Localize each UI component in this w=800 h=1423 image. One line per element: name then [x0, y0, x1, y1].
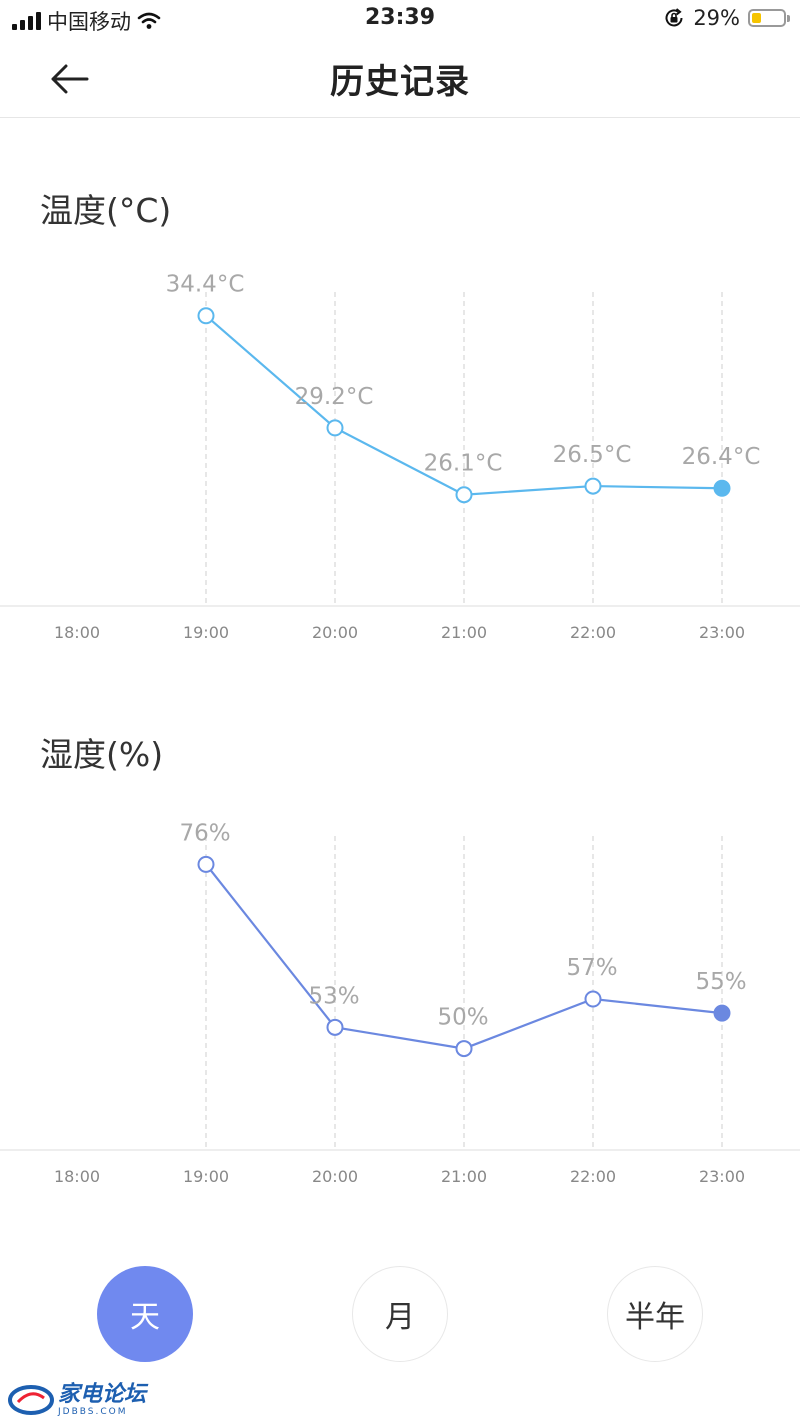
x-tick-label: 19:00 [183, 623, 229, 642]
period-day-button[interactable]: 天 [97, 1266, 193, 1362]
data-label: 26.5°C [553, 442, 632, 468]
status-left: 中国移动 [12, 6, 161, 36]
data-label: 76% [179, 820, 230, 846]
temperature-chart: 18:00 19:00 20:00 21:00 22:00 23:00 34.4°C 29.2… [0, 272, 800, 642]
wifi-icon [137, 12, 161, 29]
data-label: 34.4°C [166, 272, 245, 298]
x-tick-label: 22:00 [570, 623, 616, 642]
x-tick-label: 23:00 [699, 623, 745, 642]
x-tick-label: 23:00 [699, 1167, 745, 1186]
period-month-button[interactable]: 月 [352, 1266, 448, 1362]
data-point[interactable] [197, 855, 215, 873]
data-label: 57% [566, 955, 617, 981]
battery-percent: 29% [693, 6, 740, 30]
back-button[interactable] [40, 54, 100, 104]
x-tick-label: 18:00 [54, 623, 100, 642]
data-point[interactable] [326, 419, 344, 437]
data-point[interactable] [455, 486, 473, 504]
data-point[interactable] [326, 1018, 344, 1036]
data-label: 29.2°C [295, 384, 374, 410]
x-tick-label: 22:00 [570, 1167, 616, 1186]
data-point[interactable] [584, 990, 602, 1008]
humidity-chart: 18:00 19:00 20:00 21:00 22:00 23:00 76% 53% 50% 5… [0, 820, 800, 1186]
temperature-title: 温度(°C) [40, 191, 172, 230]
x-tick-label: 21:00 [441, 623, 487, 642]
watermark: 家电论坛 JDBBS.COM [8, 1382, 146, 1418]
data-label: 53% [308, 983, 359, 1009]
data-label: 26.1°C [424, 451, 503, 477]
carrier-label: 中国移动 [47, 10, 131, 34]
battery-level [752, 13, 761, 23]
status-time: 23:39 [364, 5, 436, 30]
signal-icon [12, 12, 41, 30]
data-point[interactable] [584, 477, 602, 495]
watermark-logo-icon [8, 1385, 54, 1415]
data-point[interactable] [713, 1004, 731, 1022]
x-tick-label: 19:00 [183, 1167, 229, 1186]
nav-bar: 历史记录 [0, 40, 800, 118]
status-right: 29% [663, 6, 790, 30]
x-tick-label: 21:00 [441, 1167, 487, 1186]
x-tick-label: 20:00 [312, 1167, 358, 1186]
data-label: 26.4°C [682, 444, 761, 470]
battery-icon [748, 9, 790, 27]
watermark-name: 家电论坛 [58, 1381, 147, 1407]
data-point[interactable] [455, 1040, 473, 1058]
data-point[interactable] [713, 479, 731, 497]
humidity-title: 湿度(%) [40, 735, 164, 774]
back-arrow-icon [51, 64, 89, 94]
page-title: 历史记录 [330, 62, 470, 102]
x-tick-label: 20:00 [312, 623, 358, 642]
data-label: 50% [437, 1005, 488, 1031]
data-label: 55% [695, 969, 746, 995]
watermark-domain: JDBBS.COM [58, 1406, 128, 1417]
x-tick-label: 18:00 [54, 1167, 100, 1186]
period-halfyear-button[interactable]: 半年 [607, 1266, 703, 1362]
status-bar: 中国移动 23:39 29% [0, 0, 800, 40]
rotation-lock-icon [665, 8, 683, 27]
data-point[interactable] [197, 307, 215, 325]
